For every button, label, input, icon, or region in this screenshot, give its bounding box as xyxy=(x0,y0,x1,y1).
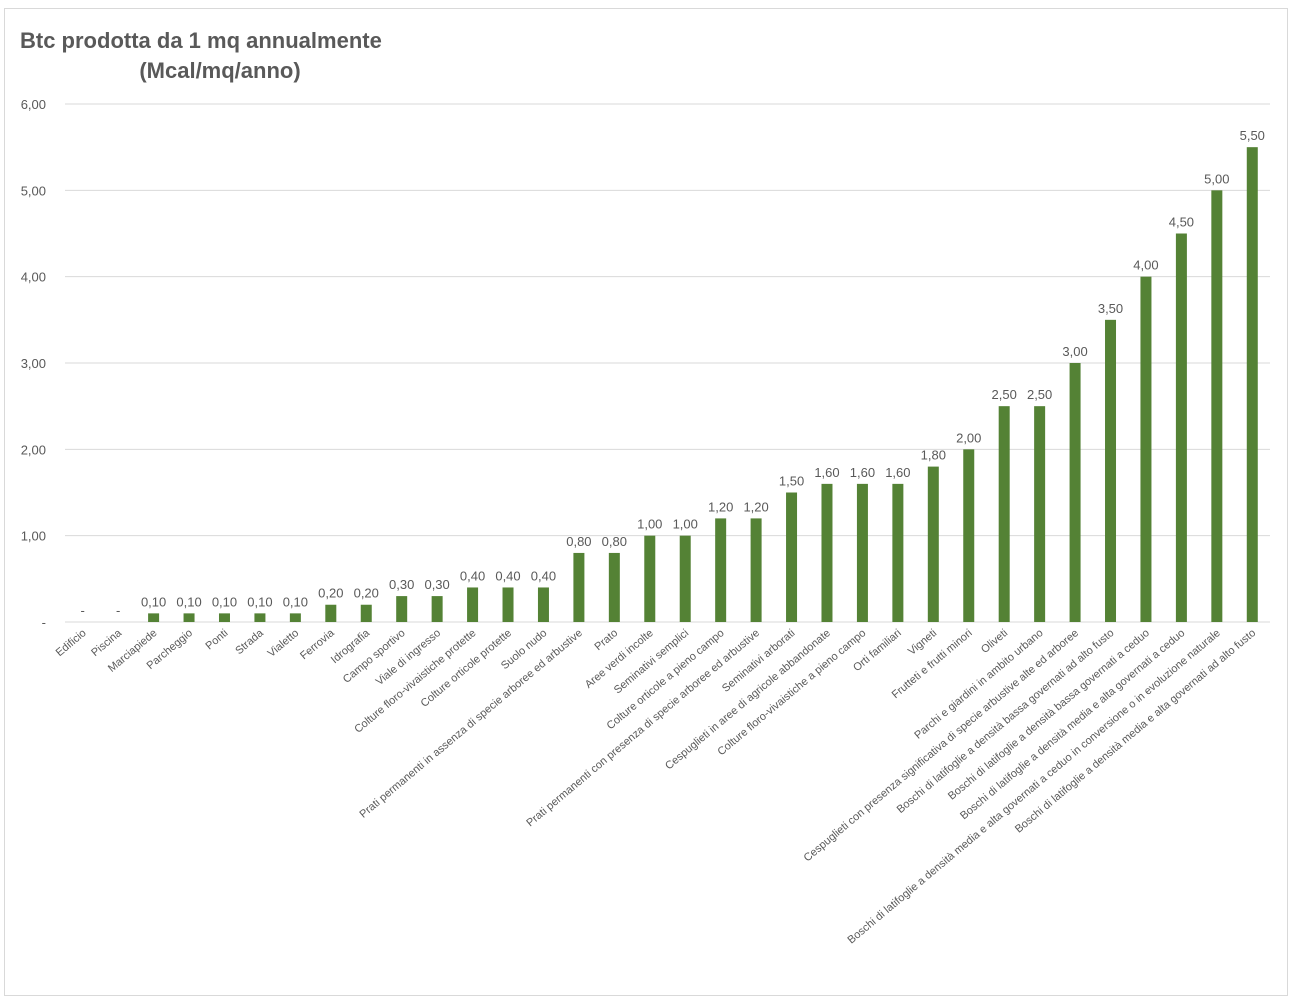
chart-title: Btc prodotta da 1 mq annualmente (Mcal/m… xyxy=(20,26,420,86)
bar xyxy=(1034,406,1046,622)
data-label: 0,30 xyxy=(424,577,449,592)
data-label: 1,20 xyxy=(708,499,733,514)
y-tick-label: 2,00 xyxy=(21,442,46,457)
data-label: 5,00 xyxy=(1204,171,1229,186)
data-label: 0,80 xyxy=(566,534,591,549)
bar xyxy=(254,613,266,622)
bar xyxy=(431,596,443,622)
bar xyxy=(467,587,479,622)
category-label: Ponti xyxy=(203,627,230,652)
data-label: 4,50 xyxy=(1169,215,1194,230)
category-label: Vialetto xyxy=(266,627,302,660)
bar xyxy=(218,613,230,622)
bar xyxy=(1105,319,1117,622)
data-label: 0,30 xyxy=(389,577,414,592)
data-label: 0,10 xyxy=(247,594,272,609)
chart-subtitle-line: (Mcal/mq/anno) xyxy=(139,58,301,83)
y-tick-label: 1,00 xyxy=(21,529,46,544)
data-label: 0,10 xyxy=(212,594,237,609)
data-label: 0,40 xyxy=(495,568,520,583)
bar xyxy=(821,483,833,622)
bar xyxy=(1140,276,1152,622)
bar xyxy=(1211,190,1223,623)
data-label: 1,50 xyxy=(779,474,804,489)
data-label: 3,50 xyxy=(1098,301,1123,316)
y-tick-label: 5,00 xyxy=(21,183,46,198)
category-label: Strada xyxy=(233,627,266,658)
data-label: 1,60 xyxy=(814,465,839,480)
bar xyxy=(927,466,939,622)
data-label: 0,40 xyxy=(531,568,556,583)
data-label: 1,80 xyxy=(921,448,946,463)
category-label: Cespuglieti in aree di agricole abbandon… xyxy=(663,627,833,772)
bar xyxy=(289,613,301,622)
bar xyxy=(148,613,160,622)
category-label: Oliveti xyxy=(979,627,1010,656)
bar xyxy=(325,604,337,622)
bar xyxy=(1069,363,1081,622)
y-tick-label: - xyxy=(42,615,46,630)
data-label: 0,40 xyxy=(460,568,485,583)
y-axis-ticks: - 1,00 2,00 3,00 4,00 5,00 6,00 xyxy=(21,97,46,630)
bar xyxy=(183,613,195,622)
bar xyxy=(856,483,868,622)
category-label: Vigneti xyxy=(906,627,939,658)
data-label: - xyxy=(81,603,85,618)
bar xyxy=(573,552,585,622)
data-label: 1,60 xyxy=(850,465,875,480)
bar xyxy=(715,518,727,622)
bar xyxy=(644,535,656,622)
data-label: 1,20 xyxy=(743,499,768,514)
bar xyxy=(396,596,408,622)
data-label: 0,10 xyxy=(176,594,201,609)
y-tick-label: 6,00 xyxy=(21,97,46,112)
y-tick-label: 3,00 xyxy=(21,356,46,371)
bar xyxy=(998,406,1010,622)
bars xyxy=(148,147,1258,623)
bar xyxy=(1175,233,1187,622)
data-label: 2,50 xyxy=(1027,387,1052,402)
y-tick-label: 4,00 xyxy=(21,270,46,285)
bar xyxy=(786,492,798,622)
bar xyxy=(502,587,514,622)
bar xyxy=(750,518,762,622)
data-label: 2,00 xyxy=(956,430,981,445)
data-label: 0,80 xyxy=(602,534,627,549)
category-label: Parchi e giardini in ambito urbano xyxy=(912,627,1045,742)
data-label: 1,60 xyxy=(885,465,910,480)
data-label: 2,50 xyxy=(992,387,1017,402)
bar xyxy=(360,604,372,622)
bar xyxy=(963,449,975,622)
gridlines xyxy=(65,103,1270,623)
category-label: Prato xyxy=(592,627,620,653)
data-label: 1,00 xyxy=(673,517,698,532)
bar xyxy=(1246,147,1258,622)
data-label: 0,10 xyxy=(141,594,166,609)
category-label: Edificio xyxy=(54,627,89,659)
data-label: 3,00 xyxy=(1062,344,1087,359)
data-label: 1,00 xyxy=(637,517,662,532)
bar xyxy=(537,587,549,622)
bar xyxy=(608,552,620,622)
data-label: 4,00 xyxy=(1133,258,1158,273)
category-label: Campo sportivo xyxy=(341,627,408,686)
data-label: 0,20 xyxy=(354,586,379,601)
data-label: 0,20 xyxy=(318,586,343,601)
category-label: Prati permanenti con presenza di specie … xyxy=(524,627,762,829)
bar xyxy=(679,535,691,622)
data-label: 0,10 xyxy=(283,594,308,609)
data-label: 5,50 xyxy=(1240,128,1265,143)
data-label: - xyxy=(116,603,120,618)
data-labels: - - 0,10 0,10 0,10 0,10 0,10 0,20 0,20 0,30 0,30 0,… xyxy=(81,128,1265,618)
chart-title-line: Btc prodotta da 1 mq annualmente xyxy=(20,28,382,53)
bar xyxy=(892,483,904,622)
